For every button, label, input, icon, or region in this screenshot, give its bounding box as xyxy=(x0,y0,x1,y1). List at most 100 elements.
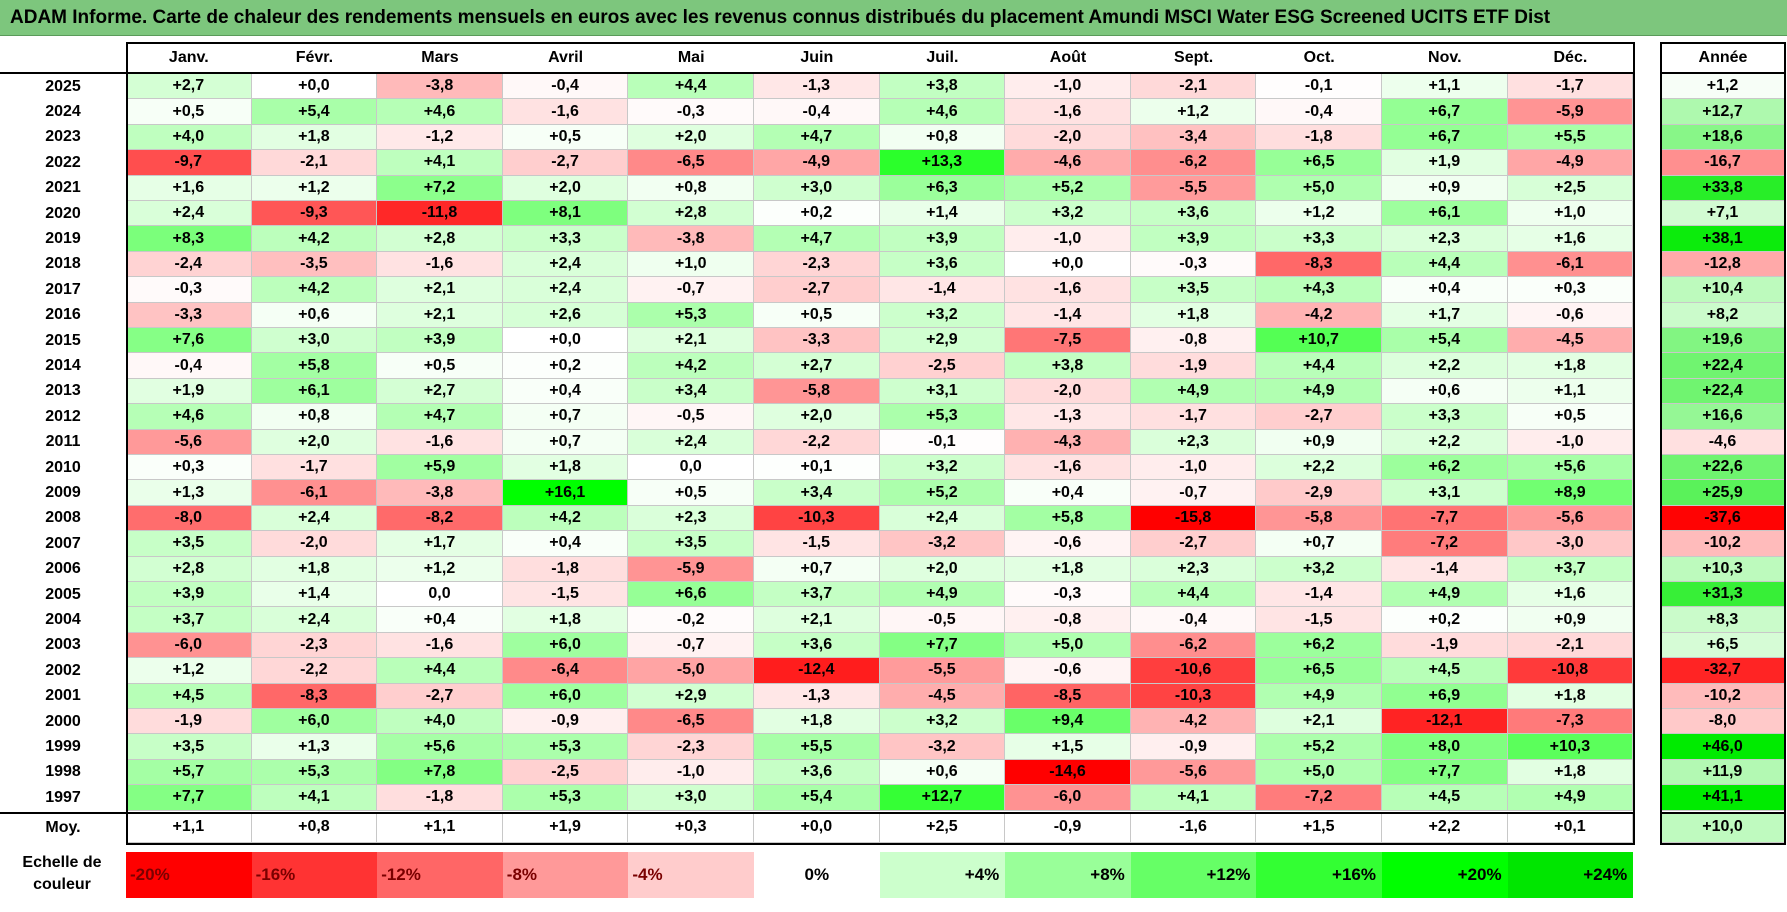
heatmap-cell: +2,3 xyxy=(1382,226,1508,252)
heatmap-cell: +5,0 xyxy=(1256,175,1382,201)
annual-cell: +33,8 xyxy=(1660,175,1786,201)
annual-cell: +19,6 xyxy=(1660,328,1786,354)
color-scale-swatch: +8% xyxy=(1005,852,1131,898)
heatmap-cell: -2,0 xyxy=(1005,378,1131,405)
heatmap-cell: +5,3 xyxy=(502,734,629,760)
heatmap-cell: -2,1 xyxy=(1130,74,1257,100)
annual-cell: +18,6 xyxy=(1660,124,1786,151)
heatmap-cell: +2,0 xyxy=(502,175,629,201)
year-label: 2009 xyxy=(45,484,81,502)
heatmap-cell: -0,3 xyxy=(126,277,252,303)
heatmap-cell: +4,2 xyxy=(502,505,629,532)
heatmap-cell: -0,2 xyxy=(628,607,754,633)
heatmap-cell: -2,7 xyxy=(377,683,503,709)
heatmap-cell: +4,6 xyxy=(377,99,503,125)
heatmap-cell: +5,2 xyxy=(1005,175,1131,201)
heatmap-cell: +3,9 xyxy=(879,226,1006,252)
heatmap-cell: -2,7 xyxy=(502,150,629,176)
heatmap-cell: +8,9 xyxy=(1507,480,1634,506)
year-label: 2025 xyxy=(45,77,81,95)
heatmap-cell: +3,5 xyxy=(1130,277,1257,303)
heatmap-cell: +2,3 xyxy=(1130,556,1257,582)
heatmap-cell: -1,2 xyxy=(377,124,503,151)
heatmap-cell: +0,0 xyxy=(251,74,378,100)
heatmap-cell: +1,8 xyxy=(1005,556,1131,582)
heatmap-cell: +4,6 xyxy=(879,99,1006,125)
heatmap-cell: -9,7 xyxy=(126,150,252,176)
heatmap-cell: +6,2 xyxy=(1382,455,1508,481)
year-label: 1998 xyxy=(45,763,81,781)
heatmap-cell: +2,1 xyxy=(377,277,503,303)
heatmap-cell: +2,4 xyxy=(126,201,252,227)
average-cell: +0,3 xyxy=(628,812,754,843)
heatmap-cell: -1,9 xyxy=(126,709,252,735)
heatmap-cell: -5,8 xyxy=(754,378,880,405)
heatmap-cell: -0,1 xyxy=(879,429,1006,455)
heatmap-cell: +0,3 xyxy=(1507,277,1634,303)
color-scale-swatch: -8% xyxy=(502,852,629,898)
annual-average-cell: +10,0 xyxy=(1660,812,1786,843)
heatmap-cell: -2,1 xyxy=(1507,632,1634,659)
year-label: 1997 xyxy=(45,788,81,806)
heatmap-cell: +3,3 xyxy=(1256,226,1382,252)
heatmap-cell: -2,5 xyxy=(879,353,1006,379)
heatmap-cell: +0,8 xyxy=(628,175,754,201)
heatmap-cell: -1,4 xyxy=(1382,556,1508,582)
heatmap-cell: +4,2 xyxy=(251,277,378,303)
heatmap-cell: +3,6 xyxy=(754,632,880,659)
heatmap-cell: +4,5 xyxy=(1382,658,1508,684)
heatmap-cell: +4,7 xyxy=(377,404,503,430)
heatmap-cell: +5,2 xyxy=(1256,734,1382,760)
color-scale-swatch: +4% xyxy=(879,852,1006,898)
heatmap-cell: -0,8 xyxy=(1005,607,1131,633)
annual-cell: -8,0 xyxy=(1660,709,1786,735)
heatmap-cell: +1,9 xyxy=(126,378,252,405)
month-header: Mai xyxy=(677,48,705,66)
heatmap-cell: -1,7 xyxy=(1507,74,1634,100)
annual-cell: +25,9 xyxy=(1660,480,1786,506)
month-header: Juil. xyxy=(926,48,959,66)
heatmap-cell: -3,3 xyxy=(754,328,880,354)
heatmap-cell: +3,7 xyxy=(1507,556,1634,582)
heatmap-cell: -3,8 xyxy=(377,480,503,506)
heatmap-cell: +3,7 xyxy=(754,582,880,608)
year-label: 2011 xyxy=(45,433,81,451)
heatmap-cell: +10,7 xyxy=(1256,328,1382,354)
average-cell: +0,8 xyxy=(251,812,378,843)
heatmap-cell: -0,3 xyxy=(1130,251,1257,278)
heatmap-cell: -2,7 xyxy=(754,277,880,303)
heatmap-cell: +3,1 xyxy=(1382,480,1508,506)
heatmap-cell: -1,4 xyxy=(879,277,1006,303)
heatmap-cell: -0,7 xyxy=(628,632,754,659)
heatmap-cell: -1,8 xyxy=(1256,124,1382,151)
heatmap-cell: -4,5 xyxy=(1507,328,1634,354)
heatmap-cell: -2,0 xyxy=(1005,124,1131,151)
heatmap-cell: +3,5 xyxy=(126,531,252,557)
heatmap-cell: -1,7 xyxy=(251,455,378,481)
heatmap-cell: -15,8 xyxy=(1130,505,1257,532)
heatmap-cell: -5,6 xyxy=(126,429,252,455)
heatmap-cell: +5,3 xyxy=(251,759,378,786)
heatmap-cell: -1,9 xyxy=(1130,353,1257,379)
annual-cell: +22,6 xyxy=(1660,455,1786,481)
heatmap-cell: -1,0 xyxy=(1005,74,1131,100)
heatmap-cell: +4,4 xyxy=(1130,582,1257,608)
heatmap-cell: +5,5 xyxy=(754,734,880,760)
heatmap-cell: -3,0 xyxy=(1507,531,1634,557)
year-label: 2020 xyxy=(45,204,81,222)
heatmap-cell: -2,4 xyxy=(126,251,252,278)
average-cell: +1,9 xyxy=(502,812,629,843)
heatmap-cell: +2,8 xyxy=(377,226,503,252)
heatmap-cell: +4,6 xyxy=(126,404,252,430)
year-label: 2017 xyxy=(45,280,81,298)
heatmap-cell: +1,8 xyxy=(502,455,629,481)
year-label: 2014 xyxy=(45,357,81,375)
heatmap-cell: +0,2 xyxy=(502,353,629,379)
annual-cell: -4,6 xyxy=(1660,429,1786,455)
month-header: Avril xyxy=(548,48,584,66)
heatmap-cell: +6,7 xyxy=(1382,99,1508,125)
heatmap-cell: +0,0 xyxy=(1005,251,1131,278)
heatmap-cell: -2,5 xyxy=(502,759,629,786)
heatmap-cell: -6,5 xyxy=(628,709,754,735)
heatmap-cell: +4,9 xyxy=(1130,378,1257,405)
